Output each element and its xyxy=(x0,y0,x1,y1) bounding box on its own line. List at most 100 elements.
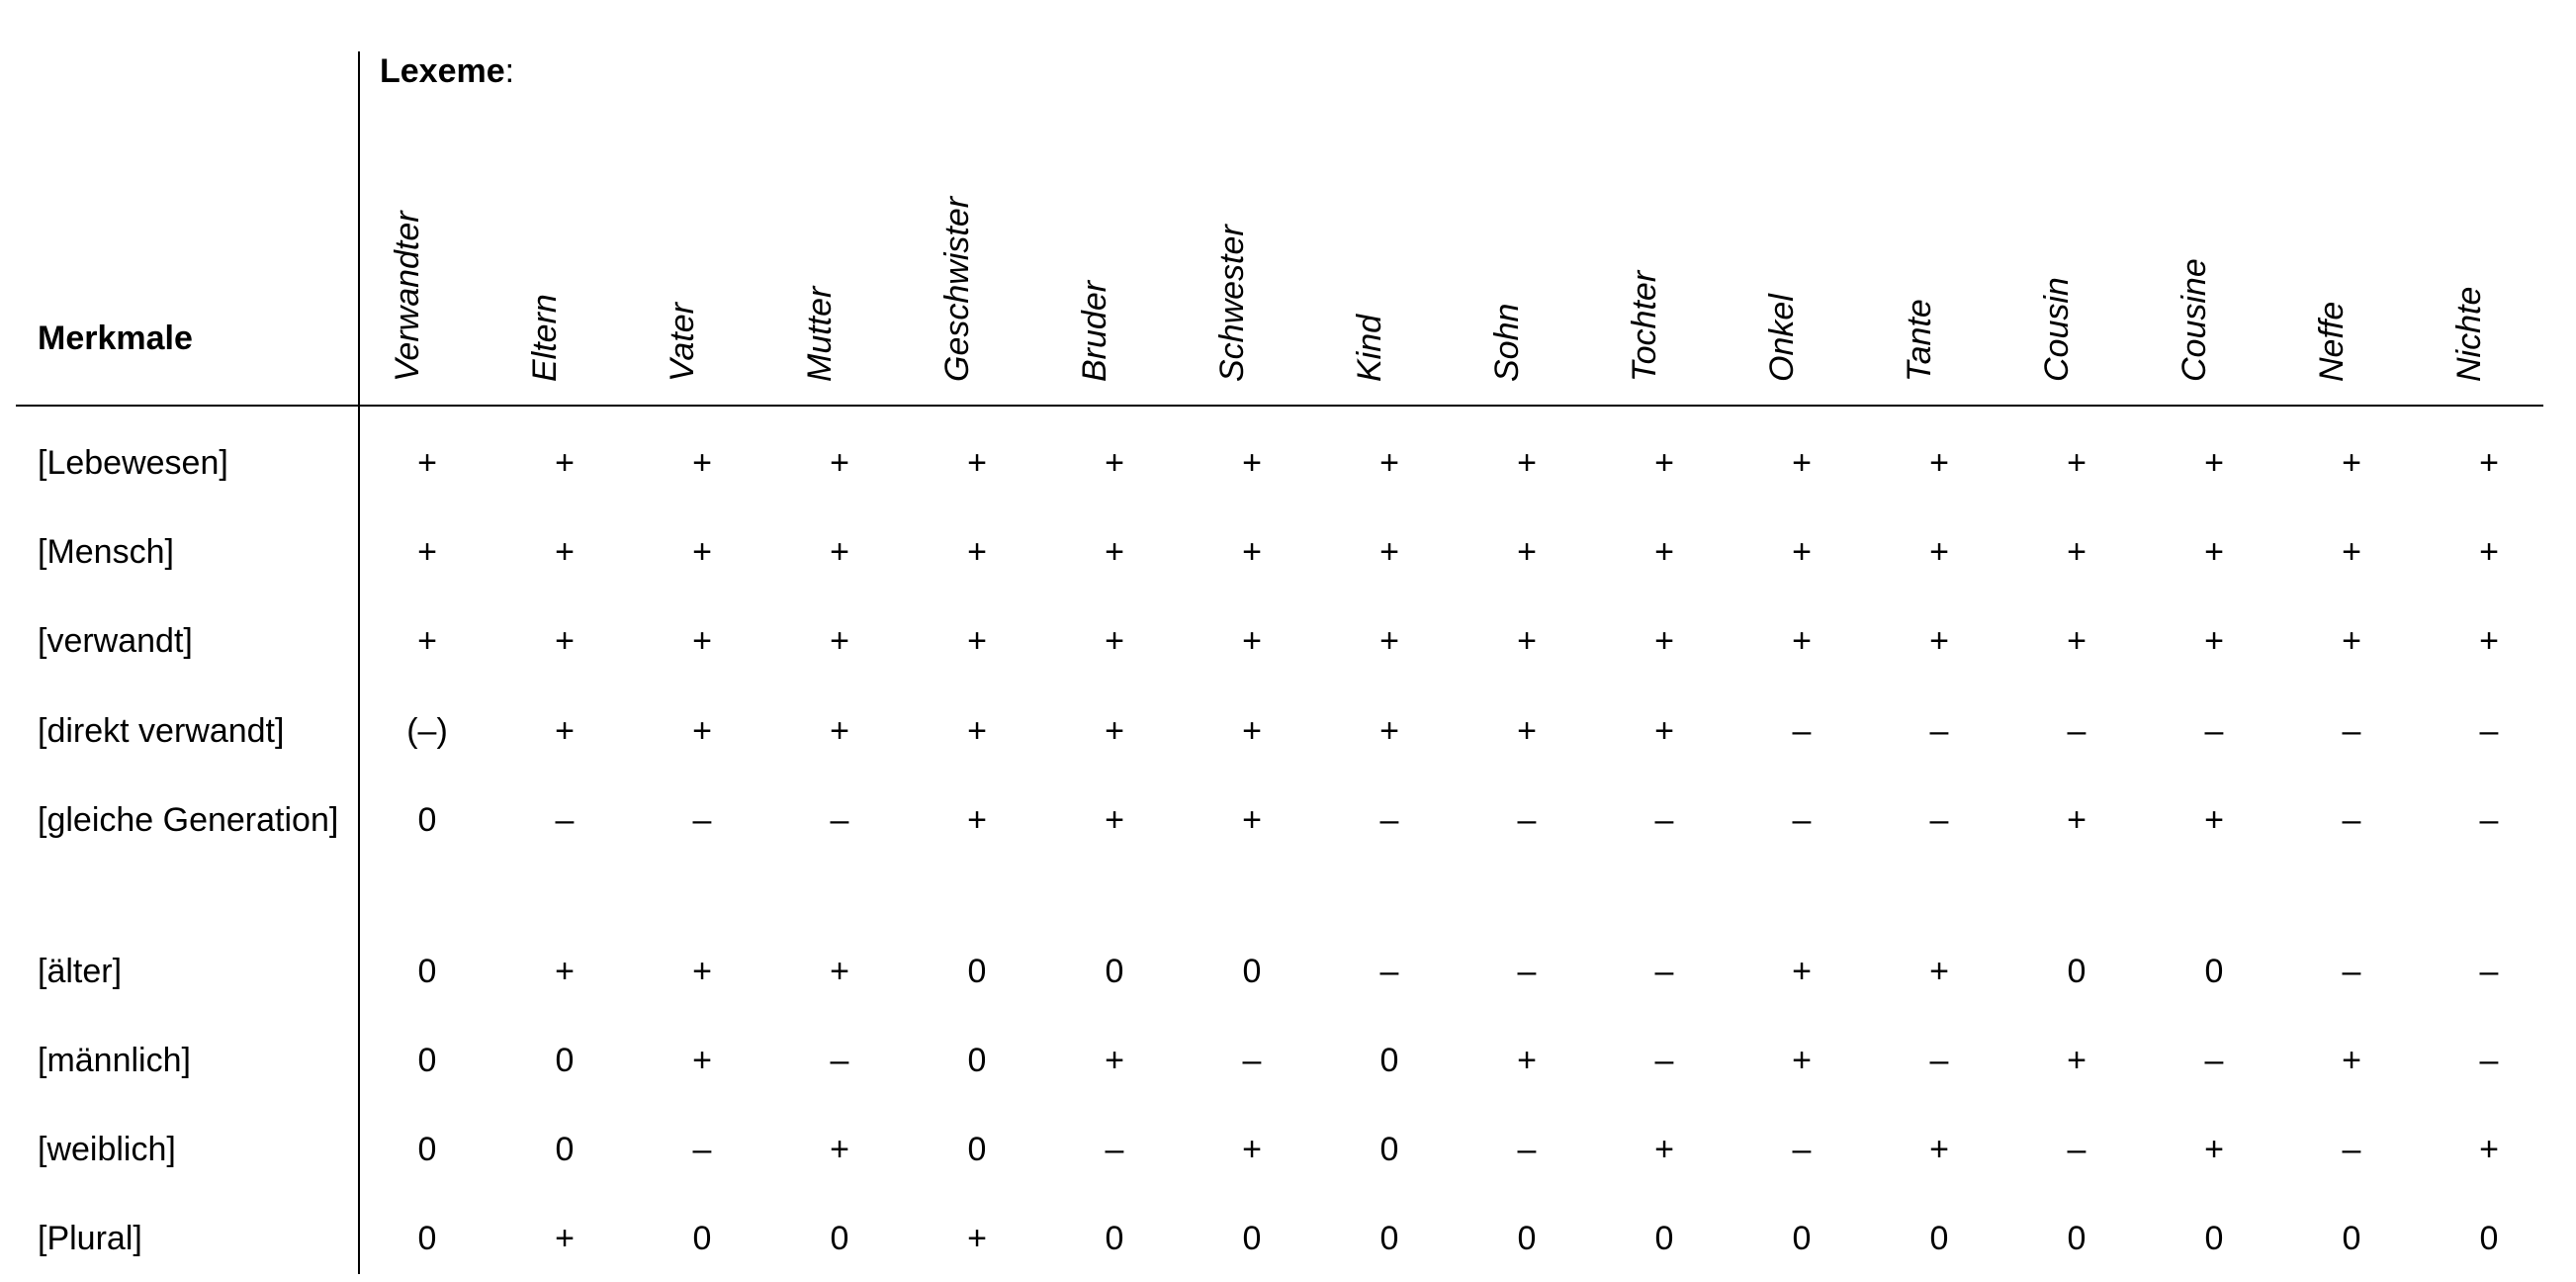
table-cell: 0 xyxy=(2204,1220,2224,1257)
table-cell: – xyxy=(1929,1042,1949,1079)
table-cell: + xyxy=(1792,533,1812,571)
table-cell: + xyxy=(2067,533,2087,571)
column-header-label: Eltern xyxy=(526,294,564,382)
table-cell: + xyxy=(2342,444,2361,482)
column-header-label: Onkel xyxy=(1763,294,1801,382)
table-cell: – xyxy=(1654,953,1674,990)
table-cell: 0 xyxy=(555,1131,575,1168)
table-cell: 0 xyxy=(2479,1220,2499,1257)
column-header-label: Schwester xyxy=(1213,225,1251,382)
table-cell: + xyxy=(1792,444,1812,482)
table-cell: + xyxy=(1517,1042,1537,1079)
table-cell: + xyxy=(2479,1131,2499,1168)
table-cell: + xyxy=(967,622,987,660)
table-cell: + xyxy=(1929,1131,1949,1168)
table-cell: + xyxy=(1792,953,1812,990)
table-cell: – xyxy=(1792,712,1812,750)
table-cell: 0 xyxy=(2067,953,2087,990)
table-cell: – xyxy=(1517,1131,1537,1168)
table-cell: + xyxy=(692,1042,712,1079)
table-cell: + xyxy=(417,444,437,482)
table-cell: + xyxy=(1654,712,1674,750)
table-cell: + xyxy=(1517,444,1537,482)
table-cell: + xyxy=(1517,533,1537,571)
table-cell: – xyxy=(692,1131,712,1168)
table-cell: + xyxy=(1929,953,1949,990)
table-cell: 0 xyxy=(417,1042,437,1079)
table-cell: 0 xyxy=(967,953,987,990)
table-cell: + xyxy=(2067,622,2087,660)
table-cell: – xyxy=(830,801,849,839)
table-cell: + xyxy=(692,533,712,571)
column-header-label: Nichte xyxy=(2450,286,2488,382)
table-cell: + xyxy=(692,953,712,990)
column-header-label: Cousine xyxy=(2176,258,2213,382)
table-cell: – xyxy=(830,1042,849,1079)
header-divider xyxy=(16,405,2543,407)
table-cell: – xyxy=(2204,1042,2224,1079)
table-cell: (–) xyxy=(406,712,448,750)
table-cell: + xyxy=(967,712,987,750)
table-cell: – xyxy=(2067,712,2087,750)
table-cell: 0 xyxy=(967,1131,987,1168)
table-cell: + xyxy=(1517,622,1537,660)
column-header-label: Tante xyxy=(1901,299,1938,382)
table-cell: – xyxy=(1105,1131,1124,1168)
table-cell: + xyxy=(692,444,712,482)
column-header-label: Tochter xyxy=(1626,270,1663,382)
table-cell: 0 xyxy=(417,953,437,990)
table-cell: – xyxy=(2479,1042,2499,1079)
table-cell: + xyxy=(417,533,437,571)
table-cell: – xyxy=(555,801,575,839)
table-cell: 0 xyxy=(1379,1131,1399,1168)
table-cell: + xyxy=(2479,533,2499,571)
column-divider xyxy=(358,51,360,1274)
row-label: [Plural] xyxy=(38,1220,142,1257)
table-cell: 0 xyxy=(1379,1042,1399,1079)
table-cell: + xyxy=(830,533,849,571)
table-cell: – xyxy=(2342,712,2361,750)
table-cell: + xyxy=(2204,622,2224,660)
table-cell: – xyxy=(2479,712,2499,750)
column-header-label: Kind xyxy=(1351,314,1388,382)
table-cell: + xyxy=(1242,444,1262,482)
table-cell: – xyxy=(1929,712,1949,750)
table-cell: + xyxy=(1242,622,1262,660)
table-cell: + xyxy=(1929,444,1949,482)
table-cell: 0 xyxy=(2342,1220,2361,1257)
table-cell: + xyxy=(1654,622,1674,660)
table-cell: 0 xyxy=(2067,1220,2087,1257)
table-cell: + xyxy=(2204,801,2224,839)
column-header-label: Sohn xyxy=(1488,303,1526,382)
table-cell: + xyxy=(2342,622,2361,660)
table-cell: + xyxy=(1517,712,1537,750)
column-header-label: Cousin xyxy=(2038,277,2076,382)
table-cell: + xyxy=(2067,1042,2087,1079)
table-cell: + xyxy=(1242,712,1262,750)
row-label: [männlich] xyxy=(38,1042,191,1079)
table-cell: + xyxy=(1379,444,1399,482)
table-cell: + xyxy=(1379,622,1399,660)
row-label: [verwandt] xyxy=(38,622,193,660)
table-cell: + xyxy=(1105,1042,1124,1079)
table-cell: – xyxy=(1792,1131,1812,1168)
column-header-label: Vater xyxy=(664,302,701,382)
table-cell: + xyxy=(555,1220,575,1257)
table-cell: – xyxy=(1379,953,1399,990)
table-cell: – xyxy=(1654,1042,1674,1079)
table-cell: + xyxy=(1792,1042,1812,1079)
table-cell: 0 xyxy=(555,1042,575,1079)
table-cell: + xyxy=(1379,712,1399,750)
column-header-label: Geschwister xyxy=(938,196,976,382)
table-cell: 0 xyxy=(417,1131,437,1168)
table-cell: + xyxy=(2342,1042,2361,1079)
table-cell: – xyxy=(2067,1131,2087,1168)
table-cell: – xyxy=(1379,801,1399,839)
feature-heading: Merkmale xyxy=(38,320,193,357)
table-cell: + xyxy=(1792,622,1812,660)
row-label: [älter] xyxy=(38,953,123,990)
table-cell: 0 xyxy=(1105,953,1124,990)
table-cell: – xyxy=(2479,953,2499,990)
table-cell: 0 xyxy=(1792,1220,1812,1257)
